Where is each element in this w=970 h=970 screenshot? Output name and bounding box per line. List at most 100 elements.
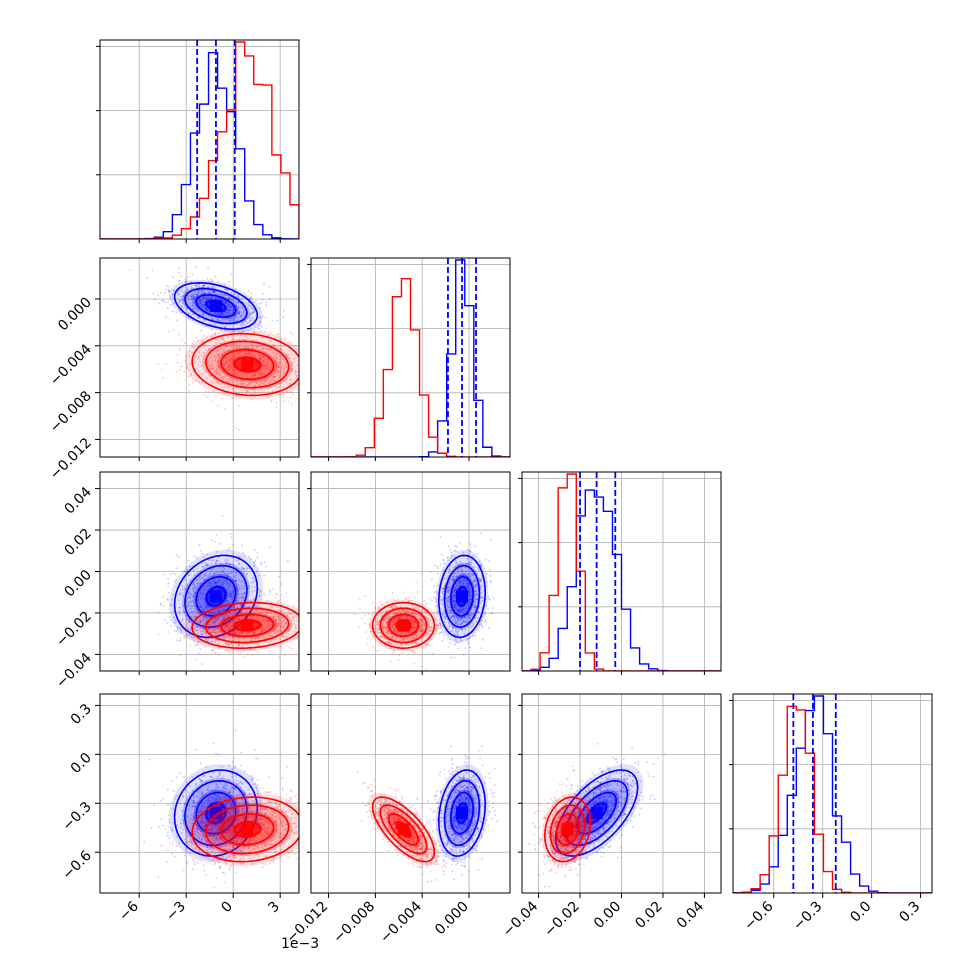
scatter-point: [455, 575, 458, 578]
scatter-point: [419, 621, 422, 624]
contour-line: [233, 619, 261, 632]
scatter-point: [278, 622, 281, 625]
scatter-point: [236, 559, 238, 562]
scatter-point: [460, 610, 462, 613]
scatter-point: [277, 361, 280, 364]
scatter-point: [194, 308, 197, 311]
scatter-point: [441, 592, 444, 595]
scatter-point: [266, 368, 269, 370]
scatter-point: [224, 623, 227, 626]
scatter-point: [252, 330, 255, 333]
scatter-point: [380, 635, 383, 638]
scatter-point: [237, 636, 240, 639]
scatter-point: [398, 631, 401, 633]
scatter-point: [292, 619, 295, 622]
scatter-point: [231, 343, 234, 345]
scatter-point: [222, 294, 225, 297]
scatter-point: [449, 630, 452, 633]
scatter-point: [393, 623, 396, 625]
scatter-point: [220, 570, 222, 573]
scatter-point: [218, 624, 221, 627]
scatter-point: [219, 631, 221, 634]
scatter-point: [163, 292, 166, 295]
scatter-point: [241, 645, 244, 648]
scatter-point: [398, 615, 401, 618]
scatter-point: [481, 638, 484, 641]
scatter-point: [469, 550, 472, 553]
scatter-point: [266, 620, 269, 622]
scatter-point: [450, 624, 453, 627]
scatter-point: [195, 337, 198, 340]
scatter-point: [232, 309, 235, 311]
scatter-point: [295, 615, 298, 617]
scatter-point: [492, 597, 495, 600]
scatter-point: [204, 319, 206, 321]
scatter-point: [439, 563, 442, 566]
scatter-point: [446, 597, 449, 599]
scatter-point: [214, 612, 217, 615]
scatter-point: [248, 567, 251, 570]
scatter-point: [415, 581, 418, 584]
scatter-point: [244, 346, 246, 349]
scatter-point: [305, 350, 307, 352]
scatter-point: [254, 638, 257, 641]
scatter-point: [171, 310, 174, 313]
scatter-point: [278, 575, 280, 578]
contour-line: [437, 554, 487, 639]
scatter-point: [196, 601, 199, 604]
scatter-point: [214, 640, 216, 643]
scatter-point: [416, 642, 419, 645]
scatter-point: [203, 604, 205, 607]
scatter-point: [290, 352, 293, 355]
scatter-point: [266, 627, 269, 630]
scatter-point: [457, 579, 460, 582]
scatter-point: [241, 567, 244, 570]
scatter-point: [413, 607, 416, 609]
scatter-point: [229, 532, 232, 535]
scatter-point: [256, 635, 258, 638]
scatter-point: [178, 299, 181, 302]
scatter-point: [266, 362, 269, 365]
scatter-point: [269, 331, 272, 334]
scatter-point: [415, 636, 418, 639]
scatter-point: [223, 407, 226, 410]
scatter-point: [237, 585, 240, 588]
scatter-point: [400, 632, 403, 635]
scatter-point: [224, 288, 227, 291]
scatter-point: [208, 582, 210, 585]
scatter-point: [177, 599, 180, 601]
contour-line: [205, 340, 290, 389]
scatter-point: [196, 619, 198, 622]
scatter-point: [171, 598, 173, 601]
scatter-point: [188, 600, 191, 603]
scatter-point: [453, 604, 456, 607]
scatter-point: [250, 297, 252, 300]
scatter-point: [238, 644, 241, 646]
scatter-point: [235, 645, 238, 648]
scatter-point: [485, 572, 488, 575]
scatter-point: [294, 370, 297, 373]
scatter-point: [209, 568, 212, 571]
scatter-point: [259, 357, 261, 360]
scatter-point: [201, 364, 204, 367]
scatter-point: [215, 371, 218, 374]
scatter-point: [228, 593, 230, 595]
scatter-point: [168, 330, 171, 333]
scatter-point: [312, 588, 314, 590]
scatter-point: [253, 560, 256, 563]
scatter-point: [217, 373, 220, 375]
scatter-point: [245, 302, 248, 305]
scatter-point: [436, 567, 439, 570]
scatter-point: [243, 637, 246, 640]
scatter-point: [241, 306, 243, 309]
scatter-point: [430, 599, 433, 602]
scatter-point: [193, 587, 196, 589]
scatter-point: [280, 382, 283, 385]
scatter-point: [198, 286, 201, 289]
scatter-point: [222, 578, 225, 580]
scatter-point: [191, 293, 194, 296]
scatter-point: [311, 377, 313, 379]
scatter-point: [270, 399, 273, 402]
scatter-point: [265, 301, 268, 304]
scatter-point: [398, 654, 400, 657]
